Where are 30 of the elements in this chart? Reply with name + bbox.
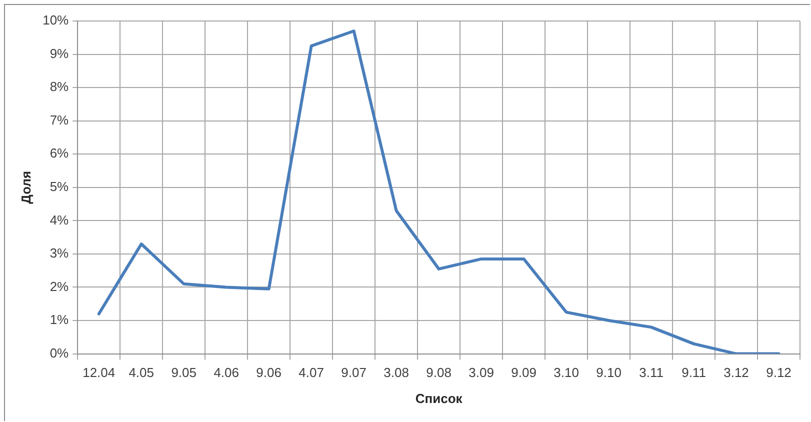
- x-tick-label: 9.06: [256, 365, 282, 380]
- x-tick-label: 9.09: [511, 365, 536, 380]
- y-tick-label: 7%: [50, 112, 70, 128]
- x-tick-label: 9.08: [426, 365, 452, 380]
- y-tick-label: 1%: [50, 312, 70, 328]
- x-tick-label: 9.11: [682, 365, 706, 380]
- y-tick-label: 4%: [50, 212, 70, 228]
- x-axis-title: Список: [415, 390, 463, 406]
- x-tick-label: 3.09: [468, 365, 494, 380]
- x-tick-label: 9.05: [171, 365, 197, 380]
- x-tick-label: 3.10: [554, 365, 579, 380]
- y-tick-label: 2%: [50, 278, 70, 294]
- x-tick-label: 9.07: [341, 365, 366, 380]
- x-tick-label: 3.11: [639, 365, 664, 380]
- x-tick-label: 12.04: [82, 365, 116, 380]
- y-tick-label: 3%: [50, 246, 70, 261]
- y-tick-label: 8%: [50, 79, 70, 94]
- x-tick-label: 3.12: [724, 365, 749, 380]
- x-tick-label: 3.08: [384, 365, 409, 380]
- y-tick-label: 0%: [50, 345, 70, 360]
- y-axis-title: Доля: [18, 170, 34, 204]
- x-tick-label: 9.10: [596, 365, 622, 380]
- x-tick-label: 4.06: [214, 365, 239, 380]
- x-tick-label: 4.05: [128, 365, 154, 380]
- y-tick-label: 10%: [42, 12, 70, 28]
- y-tick-label: 5%: [50, 178, 70, 194]
- y-tick-label: 9%: [50, 46, 70, 61]
- x-tick-label: 4.07: [298, 365, 324, 380]
- x-tick-label: 9.12: [766, 365, 792, 380]
- y-tick-label: 6%: [50, 146, 70, 161]
